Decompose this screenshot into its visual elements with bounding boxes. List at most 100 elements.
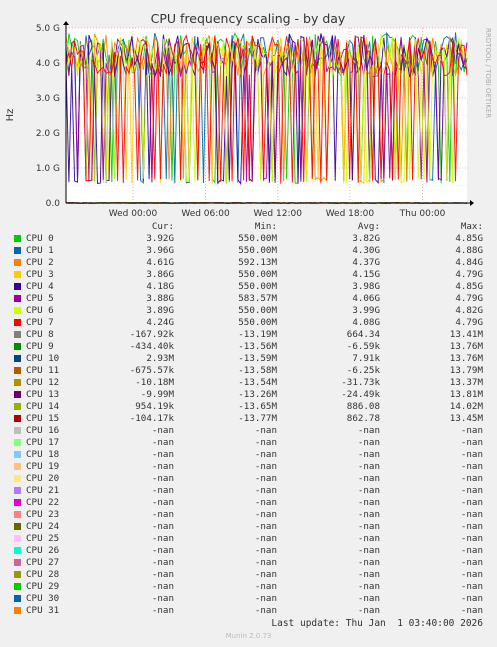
avg-value: -nan bbox=[357, 473, 380, 484]
cur-value: -nan bbox=[151, 545, 174, 556]
y-tick-label: 2.0 G bbox=[36, 129, 60, 139]
series-name: CPU 0 bbox=[26, 233, 54, 244]
col-min-header: Min: bbox=[254, 221, 277, 232]
legend-row: CPU 7 4.24G 550.00M 4.08G 4.79G bbox=[0, 317, 497, 329]
min-value: -nan bbox=[254, 569, 277, 580]
series-name: CPU 16 bbox=[26, 425, 60, 436]
min-value: -13.54M bbox=[238, 377, 277, 388]
legend-row: CPU 21 -nan -nan -nan -nan bbox=[0, 485, 497, 497]
min-value: 550.00M bbox=[238, 305, 277, 316]
cur-value: 3.89G bbox=[146, 305, 174, 316]
legend-swatch bbox=[14, 343, 21, 350]
cur-value: -nan bbox=[151, 557, 174, 568]
legend-swatch bbox=[14, 367, 21, 374]
series-name: CPU 17 bbox=[26, 437, 60, 448]
min-value: 592.13M bbox=[238, 257, 277, 268]
min-value: -nan bbox=[254, 605, 277, 616]
cur-value: -nan bbox=[151, 605, 174, 616]
legend-swatch bbox=[14, 583, 21, 590]
min-value: 550.00M bbox=[238, 317, 277, 328]
legend-row: CPU 13 -9.99M -13.26M -24.49k 13.81M bbox=[0, 389, 497, 401]
avg-value: -6.25k bbox=[346, 365, 380, 376]
min-value: -nan bbox=[254, 581, 277, 592]
avg-value: 4.06G bbox=[352, 293, 380, 304]
x-tick-label: Wed 12:00 bbox=[254, 209, 303, 219]
legend-swatch bbox=[14, 523, 21, 530]
series-name: CPU 14 bbox=[26, 401, 60, 412]
avg-value: -nan bbox=[357, 449, 380, 460]
legend-swatch bbox=[14, 391, 21, 398]
cur-value: -104.17k bbox=[129, 413, 174, 424]
legend-swatch bbox=[14, 463, 21, 470]
col-avg-header: Avg: bbox=[357, 221, 380, 232]
col-cur-header: Cur: bbox=[151, 221, 174, 232]
x-tick-label: Wed 06:00 bbox=[181, 209, 230, 219]
axes bbox=[63, 21, 474, 206]
legend-swatch bbox=[14, 295, 21, 302]
max-value: -nan bbox=[460, 461, 483, 472]
series-name: CPU 25 bbox=[26, 533, 60, 544]
min-value: -nan bbox=[254, 509, 277, 520]
min-value: -13.56M bbox=[238, 341, 277, 352]
max-value: -nan bbox=[460, 581, 483, 592]
series-line bbox=[65, 33, 468, 186]
series-name: CPU 28 bbox=[26, 569, 60, 580]
min-value: -13.58M bbox=[238, 365, 277, 376]
legend-swatch bbox=[14, 595, 21, 602]
series-name: CPU 13 bbox=[26, 389, 60, 400]
avg-value: -nan bbox=[357, 557, 380, 568]
cur-value: 2.93M bbox=[146, 353, 174, 364]
chart-title: CPU frequency scaling - by day bbox=[151, 11, 346, 26]
cur-value: -nan bbox=[151, 581, 174, 592]
cur-value: -nan bbox=[151, 593, 174, 604]
legend-swatch bbox=[14, 283, 21, 290]
max-value: -nan bbox=[460, 545, 483, 556]
series-name: CPU 27 bbox=[26, 557, 60, 568]
x-axis-arrow bbox=[470, 200, 474, 206]
y-tick-label: 5.0 G bbox=[36, 24, 60, 34]
cur-value: 4.61G bbox=[146, 257, 174, 268]
x-tick-label: Thu 00:00 bbox=[399, 209, 446, 219]
legend-swatch bbox=[14, 379, 21, 386]
cur-value: 3.92G bbox=[146, 233, 174, 244]
y-axis-arrow bbox=[63, 21, 69, 25]
min-value: -13.65M bbox=[238, 401, 277, 412]
min-value: -13.77M bbox=[238, 413, 277, 424]
legend-row: CPU 1 3.96G 550.00M 4.30G 4.88G bbox=[0, 245, 497, 257]
series-name: CPU 20 bbox=[26, 473, 60, 484]
legend-swatch bbox=[14, 475, 21, 482]
avg-value: -6.59k bbox=[346, 341, 380, 352]
cur-value: -9.99M bbox=[140, 389, 174, 400]
legend-row: CPU 17 -nan -nan -nan -nan bbox=[0, 437, 497, 449]
series-name: CPU 21 bbox=[26, 485, 60, 496]
avg-value: -nan bbox=[357, 545, 380, 556]
cur-value: 4.24G bbox=[146, 317, 174, 328]
series-name: CPU 6 bbox=[26, 305, 54, 316]
max-value: 13.81M bbox=[449, 389, 483, 400]
legend-row: CPU 5 3.88G 583.57M 4.06G 4.79G bbox=[0, 293, 497, 305]
max-value: 13.45M bbox=[449, 413, 483, 424]
avg-value: 3.82G bbox=[352, 233, 380, 244]
cur-value: -nan bbox=[151, 425, 174, 436]
max-value: 4.84G bbox=[455, 257, 483, 268]
avg-value: -nan bbox=[357, 593, 380, 604]
legend-row: CPU 18 -nan -nan -nan -nan bbox=[0, 449, 497, 461]
legend-row: CPU 27 -nan -nan -nan -nan bbox=[0, 557, 497, 569]
cur-value: -nan bbox=[151, 461, 174, 472]
legend-row: CPU 6 3.89G 550.00M 3.99G 4.82G bbox=[0, 305, 497, 317]
legend-row: CPU 26 -nan -nan -nan -nan bbox=[0, 545, 497, 557]
legend-row: CPU 14 954.19k -13.65M 886.08 14.02M bbox=[0, 401, 497, 413]
x-tick-label: Wed 00:00 bbox=[109, 209, 158, 219]
legend-swatch bbox=[14, 319, 21, 326]
legend-swatch bbox=[14, 331, 21, 338]
max-value: 13.76M bbox=[449, 353, 483, 364]
avg-value: 886.08 bbox=[346, 401, 380, 412]
avg-value: -nan bbox=[357, 605, 380, 616]
avg-value: 7.91k bbox=[352, 353, 380, 364]
legend-header: Cur: Min: Avg: Max: bbox=[0, 221, 497, 233]
y-axis-label: Hz bbox=[5, 109, 16, 122]
legend-rows: CPU 0 3.92G 550.00M 3.82G 4.85G CPU 1 3.96G 550… bbox=[0, 233, 497, 617]
legend-row: CPU 29 -nan -nan -nan -nan bbox=[0, 581, 497, 593]
min-value: -nan bbox=[254, 437, 277, 448]
legend-swatch bbox=[14, 607, 21, 614]
